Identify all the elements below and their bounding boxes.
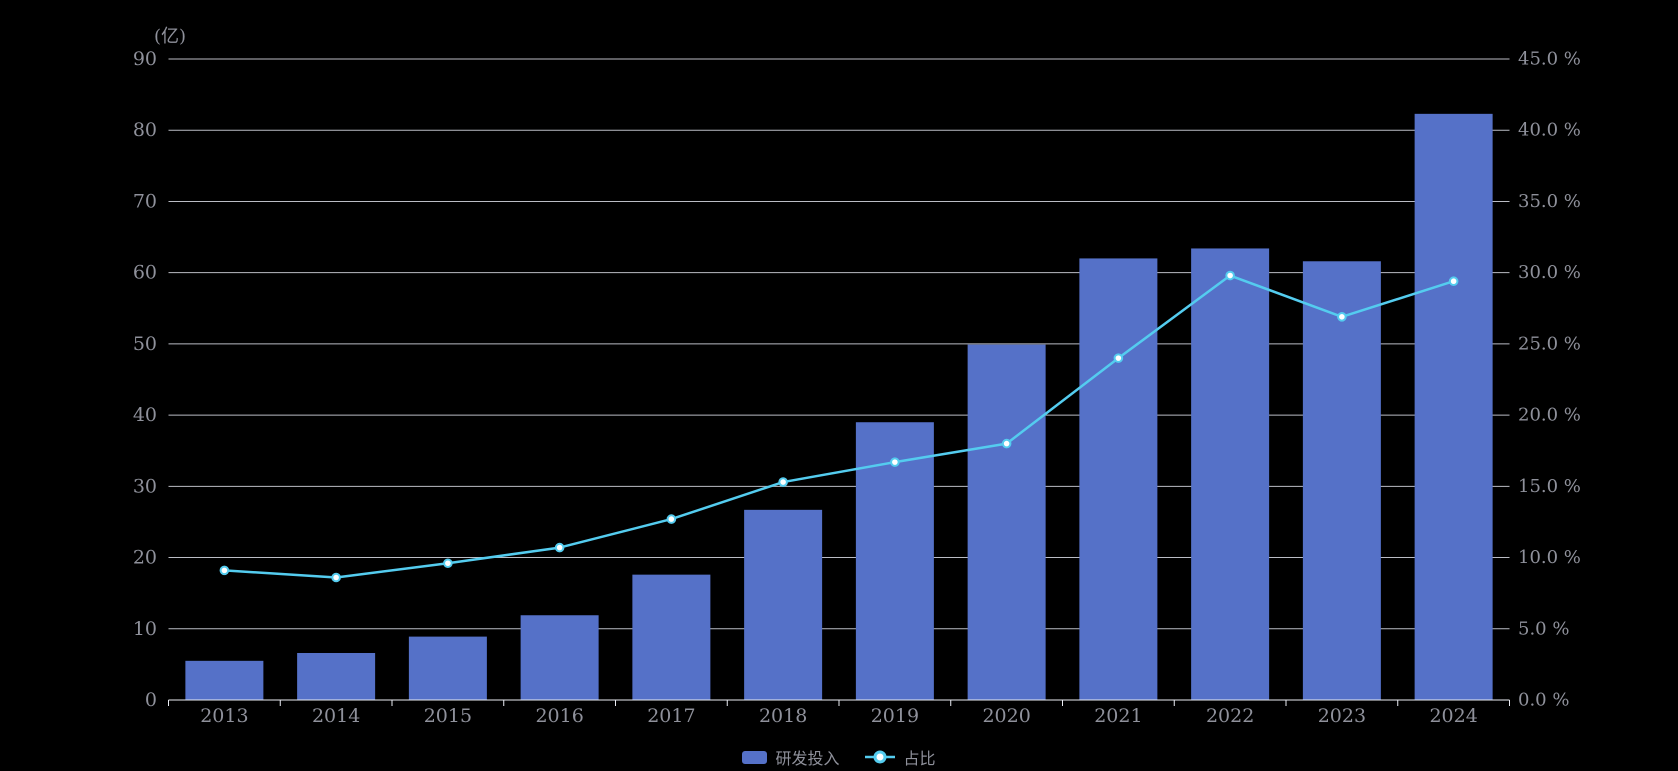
bar-2021[interactable]: [1079, 258, 1158, 700]
x-axis-label-2020: 2020: [982, 705, 1030, 727]
x-axis-label-2023: 2023: [1318, 705, 1366, 727]
x-axis-label-2018: 2018: [759, 705, 807, 727]
legend-label-rnd-investment: 研发投入: [775, 749, 840, 768]
right-axis-tick-label: 15.0 %: [1518, 476, 1581, 497]
x-axis-label-2024: 2024: [1429, 705, 1477, 727]
right-axis-tick-label: 35.0 %: [1518, 191, 1581, 212]
left-axis-unit-label: (亿): [154, 26, 186, 47]
bar-2015[interactable]: [408, 636, 487, 700]
bar-2016[interactable]: [520, 615, 599, 700]
x-axis-label-2015: 2015: [424, 705, 472, 727]
x-axis-label-2022: 2022: [1206, 705, 1254, 727]
point-2024[interactable]: [1448, 276, 1459, 287]
left-axis-tick-label: 20: [133, 547, 157, 569]
left-axis-tick-label: 70: [133, 190, 157, 212]
x-axis-label-2017: 2017: [647, 705, 695, 727]
legend-label-ratio: 占比: [903, 749, 936, 768]
left-axis-tick-label: 90: [133, 48, 157, 70]
right-axis-tick-label: 45.0 %: [1518, 49, 1581, 70]
point-2015[interactable]: [443, 558, 453, 569]
left-axis-tick-label: 40: [133, 404, 157, 426]
left-axis-tick-label: 60: [133, 262, 157, 284]
point-2014[interactable]: [331, 572, 341, 583]
line-series-dot-marker-icon: [864, 750, 895, 764]
point-2023[interactable]: [1337, 312, 1347, 322]
left-axis-tick-label: 0: [145, 689, 157, 711]
bar-series-swatch-icon: [742, 750, 768, 764]
x-axis-label-2016: 2016: [535, 705, 583, 727]
point-2013[interactable]: [219, 565, 230, 576]
point-2018[interactable]: [778, 477, 788, 487]
point-2016[interactable]: [554, 542, 565, 553]
left-axis-tick-label: 30: [133, 475, 157, 497]
x-axis-label-2013: 2013: [200, 705, 248, 727]
right-axis-tick-label: 10.0 %: [1518, 547, 1581, 568]
left-axis-tick-label: 50: [133, 333, 157, 355]
bar-2017[interactable]: [632, 574, 711, 700]
ratio-line: [223, 274, 1455, 579]
legend: 研发投入 占比: [0, 745, 1678, 769]
point-2019[interactable]: [890, 457, 900, 467]
bar-2020[interactable]: [967, 344, 1046, 700]
left-axis-tick-label: 80: [133, 119, 157, 141]
bar-2024[interactable]: [1414, 113, 1493, 700]
legend-item-ratio[interactable]: 占比: [864, 745, 936, 769]
left-axis-tick-label: 10: [133, 618, 157, 640]
right-axis-tick-label: 20.0 %: [1518, 405, 1581, 426]
right-axis-tick-label: 40.0 %: [1518, 120, 1581, 141]
right-axis-tick-label: 25.0 %: [1518, 333, 1581, 354]
point-2020[interactable]: [1001, 438, 1012, 449]
legend-item-rnd-investment[interactable]: 研发投入: [742, 745, 840, 769]
x-axis-label-2021: 2021: [1094, 705, 1142, 727]
right-axis-tick-label: 0.0 %: [1518, 690, 1569, 711]
x-axis-label-2014: 2014: [312, 705, 360, 727]
bar-2014[interactable]: [297, 652, 376, 700]
point-2022[interactable]: [1225, 270, 1235, 281]
bar-2022[interactable]: [1191, 248, 1270, 700]
point-2021[interactable]: [1113, 353, 1124, 363]
right-axis-tick-label: 30.0 %: [1518, 262, 1581, 283]
bar-2019[interactable]: [855, 422, 934, 700]
point-2017[interactable]: [666, 514, 677, 524]
bar-2018[interactable]: [744, 509, 823, 700]
bar-2023[interactable]: [1302, 261, 1381, 700]
x-axis-label-2019: 2019: [871, 705, 919, 727]
right-axis-tick-label: 5.0 %: [1518, 618, 1569, 639]
bar-2013[interactable]: [185, 660, 264, 700]
